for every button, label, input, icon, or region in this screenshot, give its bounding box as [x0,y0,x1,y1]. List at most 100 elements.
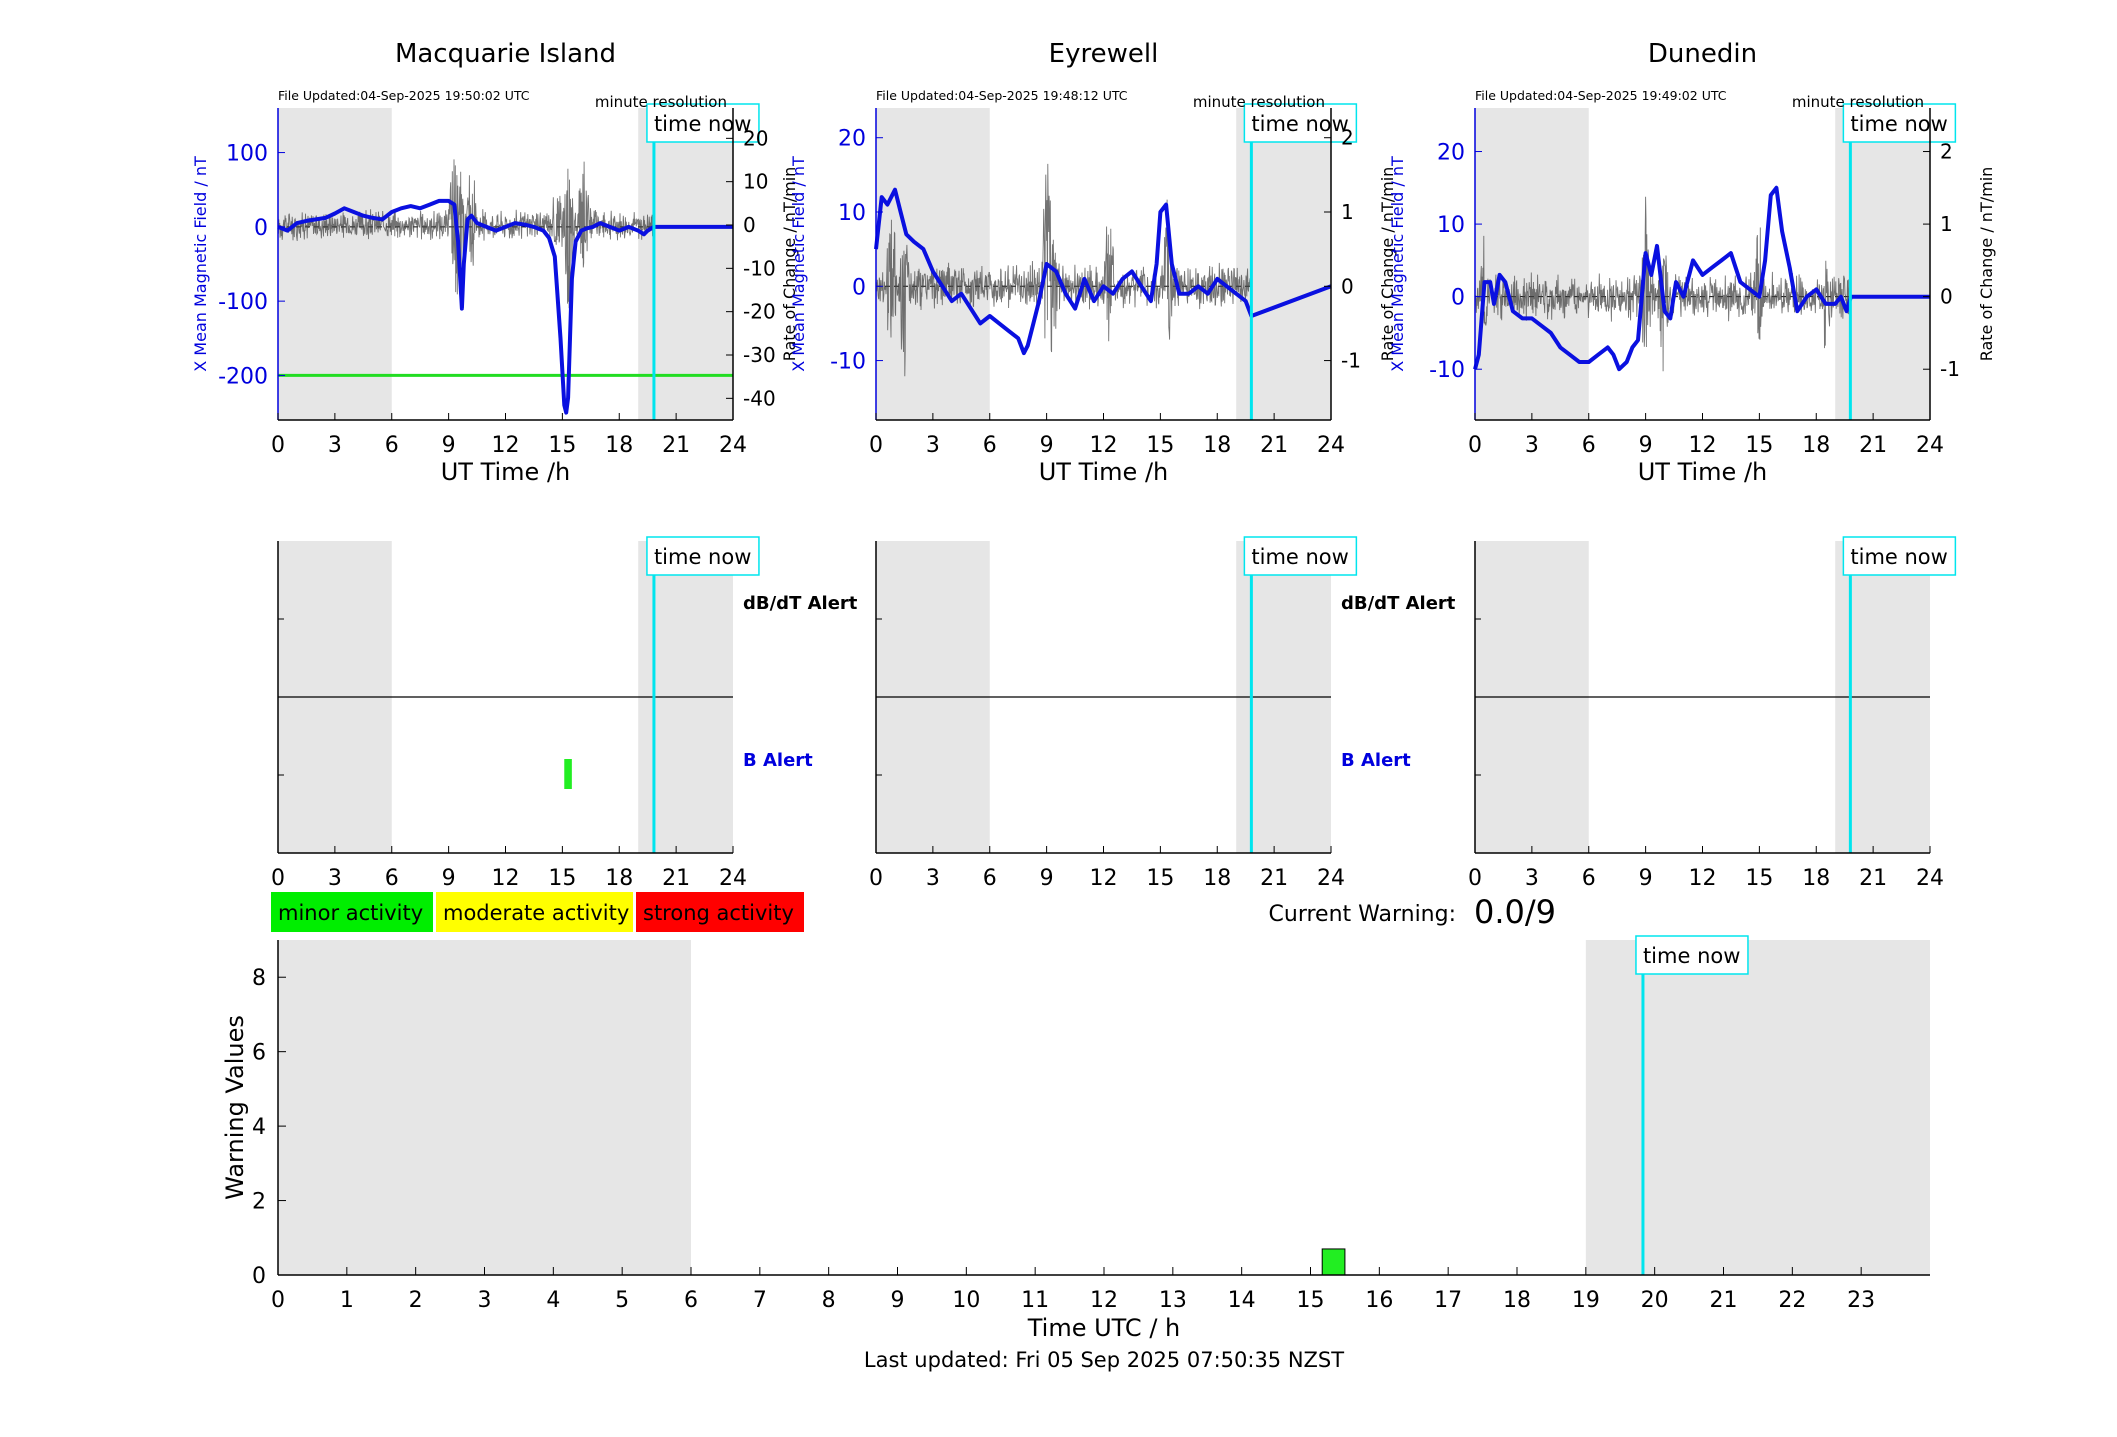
warning-xtick-label: 14 [1228,1288,1256,1313]
station-0-ytick-left-label: 100 [226,142,268,167]
station-2-xtick-label: 21 [1859,433,1887,458]
alert-1-xtick-label: 18 [1203,866,1231,891]
station-0-ytick-right-label: -10 [743,256,776,280]
alert-2-time-now-label: time now [1850,545,1947,569]
alert-1-xtick-label: 24 [1317,866,1345,891]
warning-xtick-label: 18 [1503,1288,1531,1313]
warning-xtick-label: 9 [891,1288,905,1313]
alert-1-xtick-label: 9 [1040,866,1054,891]
station-1-resolution: minute resolution [1193,93,1325,111]
current-warning-label: Current Warning: [1269,902,1456,927]
station-0-xtick-label: 9 [442,433,456,458]
station-1-ylabel-right: Rate of Change / nT/min [1378,167,1397,362]
warning-xtick-label: 13 [1159,1288,1187,1313]
warning-xtick-label: 8 [822,1288,836,1313]
alert-0-xtick-label: 0 [271,866,285,891]
station-2-xtick-label: 12 [1689,433,1717,458]
alert-2-xtick-label: 18 [1802,866,1830,891]
station-2-xtick-label: 18 [1802,433,1830,458]
warning-ytick-label: 6 [252,1041,266,1066]
warning-xtick-label: 12 [1090,1288,1118,1313]
station-2-ytick-left-label: 20 [1437,141,1465,166]
alert-2-xtick-label: 15 [1745,866,1773,891]
activity-legend: minor activity moderate activity strong ac… [271,892,804,932]
warning-xtick-label: 23 [1847,1288,1875,1313]
station-1-time-now-label: time now [1251,112,1348,136]
warning-xtick-label: 15 [1297,1288,1325,1313]
station-0-field-series [277,198,733,415]
station-0-xtick-label: 12 [492,433,520,458]
station-1-xlabel: UT Time /h [1039,458,1169,486]
alert-0-time-now-box [646,536,760,576]
alert-panel-0: time now 0 3 6 9 12 15 18 21 24 dB/dT Alert B Alert [271,536,858,891]
station-0-ytick-left-label: -100 [218,290,268,315]
station-0-xtick-label: 6 [385,433,399,458]
warning-ytick-label: 0 [252,1264,266,1289]
station-2-ytick-left-label: 0 [1451,286,1465,311]
alert-1-xtick-label: 0 [869,866,883,891]
station-0-xtick-label: 3 [328,433,342,458]
station-0-xtick-label: 21 [662,433,690,458]
warning-xtick-label: 4 [546,1288,560,1313]
alert-1-xtick-label: 6 [983,866,997,891]
station-2-shade-0 [1475,108,1589,420]
warning-ytick-label: 2 [252,1190,266,1215]
warning-xtick-label: 16 [1365,1288,1393,1313]
alert-0-dbdt-label: dB/dT Alert [743,593,858,614]
warning-xtick-label: 3 [478,1288,492,1313]
station-1-xtick-label: 18 [1203,433,1231,458]
legend-swatch-0 [271,892,433,932]
alert-panel-1: time now 0 3 6 9 12 15 18 21 24 dB/dT Alert B Alert [869,536,1456,891]
alert-0-xtick-label: 12 [492,866,520,891]
warning-xtick-label: 7 [753,1288,767,1313]
alert-0-xtick-label: 3 [328,866,342,891]
station-1-xtick-label: 12 [1090,433,1118,458]
station-2-xtick-label: 15 [1745,433,1773,458]
alert-0-b-label: B Alert [743,750,813,771]
station-0-ytick-right-label: 10 [743,170,768,194]
warning-xtick-label: 11 [1021,1288,1049,1313]
legend-label-1: moderate activity [443,901,629,925]
station-2-ytick-right-label: 1 [1940,212,1953,236]
station-2-ytick-right-label: -1 [1940,357,1960,381]
station-2-resolution: minute resolution [1792,93,1924,111]
station-2-xtick-label: 0 [1468,433,1482,458]
station-1-xtick-label: 15 [1146,433,1174,458]
station-1-ylabel-left: X Mean Magnetic Field / nT [789,156,808,372]
station-1-xtick-label: 24 [1317,433,1345,458]
alert-2-time-now-box [1842,536,1957,576]
warning-xtick-label: 17 [1434,1288,1462,1313]
legend-label-0: minor activity [278,901,423,925]
station-0-xtick-label: 0 [271,433,285,458]
alert-panel-2: time now 0 3 6 9 12 15 18 21 24 [1468,536,1957,891]
station-0-ytick-left-label: -200 [218,364,268,389]
station-2-rate-series [1474,196,1851,372]
station-1-xtick-label: 9 [1040,433,1054,458]
alert-2-xtick-label: 12 [1689,866,1717,891]
warning-xtick-label: 21 [1710,1288,1738,1313]
station-2-ytick-right-label: 2 [1940,140,1953,164]
last-updated: Last updated: Fri 05 Sep 2025 07:50:35 N… [864,1348,1344,1372]
station-2-ytick-right-label: 0 [1940,285,1953,309]
warning-xtick-label: 2 [409,1288,423,1313]
warning-xtick-label: 10 [952,1288,980,1313]
alert-1-time-now-box [1243,536,1358,576]
alert-1-xtick-label: 15 [1146,866,1174,891]
alert-2-xtick-label: 6 [1582,866,1596,891]
station-1-title: Eyrewell [1049,39,1159,69]
current-warning-value: 0.0/9 [1474,893,1556,931]
warning-xtick-label: 1 [340,1288,354,1313]
station-0-time-now-label: time now [654,112,751,136]
station-2-file-updated: File Updated:04-Sep-2025 19:49:02 UTC [1475,88,1727,103]
station-1-ytick-left-label: 20 [838,127,866,152]
station-2-ylabel-right: Rate of Change / nT/min [1977,167,1996,362]
station-2-ytick-left-label: 10 [1437,213,1465,238]
station-0-ylabel-right: Rate of Change / nT/min [780,167,799,362]
station-2-ylabel-left: X Mean Magnetic Field / nT [1388,156,1407,372]
station-2-xtick-label: 3 [1525,433,1539,458]
station-1-ytick-right-label: 2 [1341,126,1354,150]
station-2-ytick-left-label: -10 [1429,358,1465,383]
warning-ylabel: Warning Values [221,1015,249,1200]
